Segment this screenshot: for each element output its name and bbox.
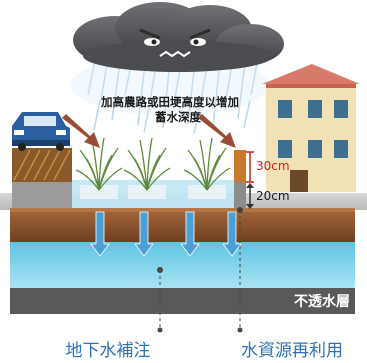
- bottom-label-right: 水資源再利用: [241, 341, 343, 361]
- rice-plant-icon: [124, 138, 170, 199]
- height-label-upper: 30cm: [256, 159, 290, 173]
- rice-plant-icon: [184, 138, 230, 199]
- car-icon: [12, 112, 70, 151]
- impermeable-layer-label: 不透水層: [294, 293, 350, 310]
- caption-top-line1: 加高農路或田埂高度以增加: [100, 95, 239, 109]
- farm-road: [12, 148, 72, 208]
- raise-arrow-icon: [198, 114, 236, 148]
- soil-layer: [10, 208, 355, 242]
- raised-ridge: [234, 150, 246, 208]
- height-label-lower: 20cm: [256, 189, 290, 203]
- bottom-label-left: 地下水補注: [66, 341, 151, 361]
- storm-cloud-icon: [73, 2, 284, 72]
- groundwater-layer: [10, 242, 355, 288]
- caption-top-line2: 蓄水深度: [155, 110, 201, 124]
